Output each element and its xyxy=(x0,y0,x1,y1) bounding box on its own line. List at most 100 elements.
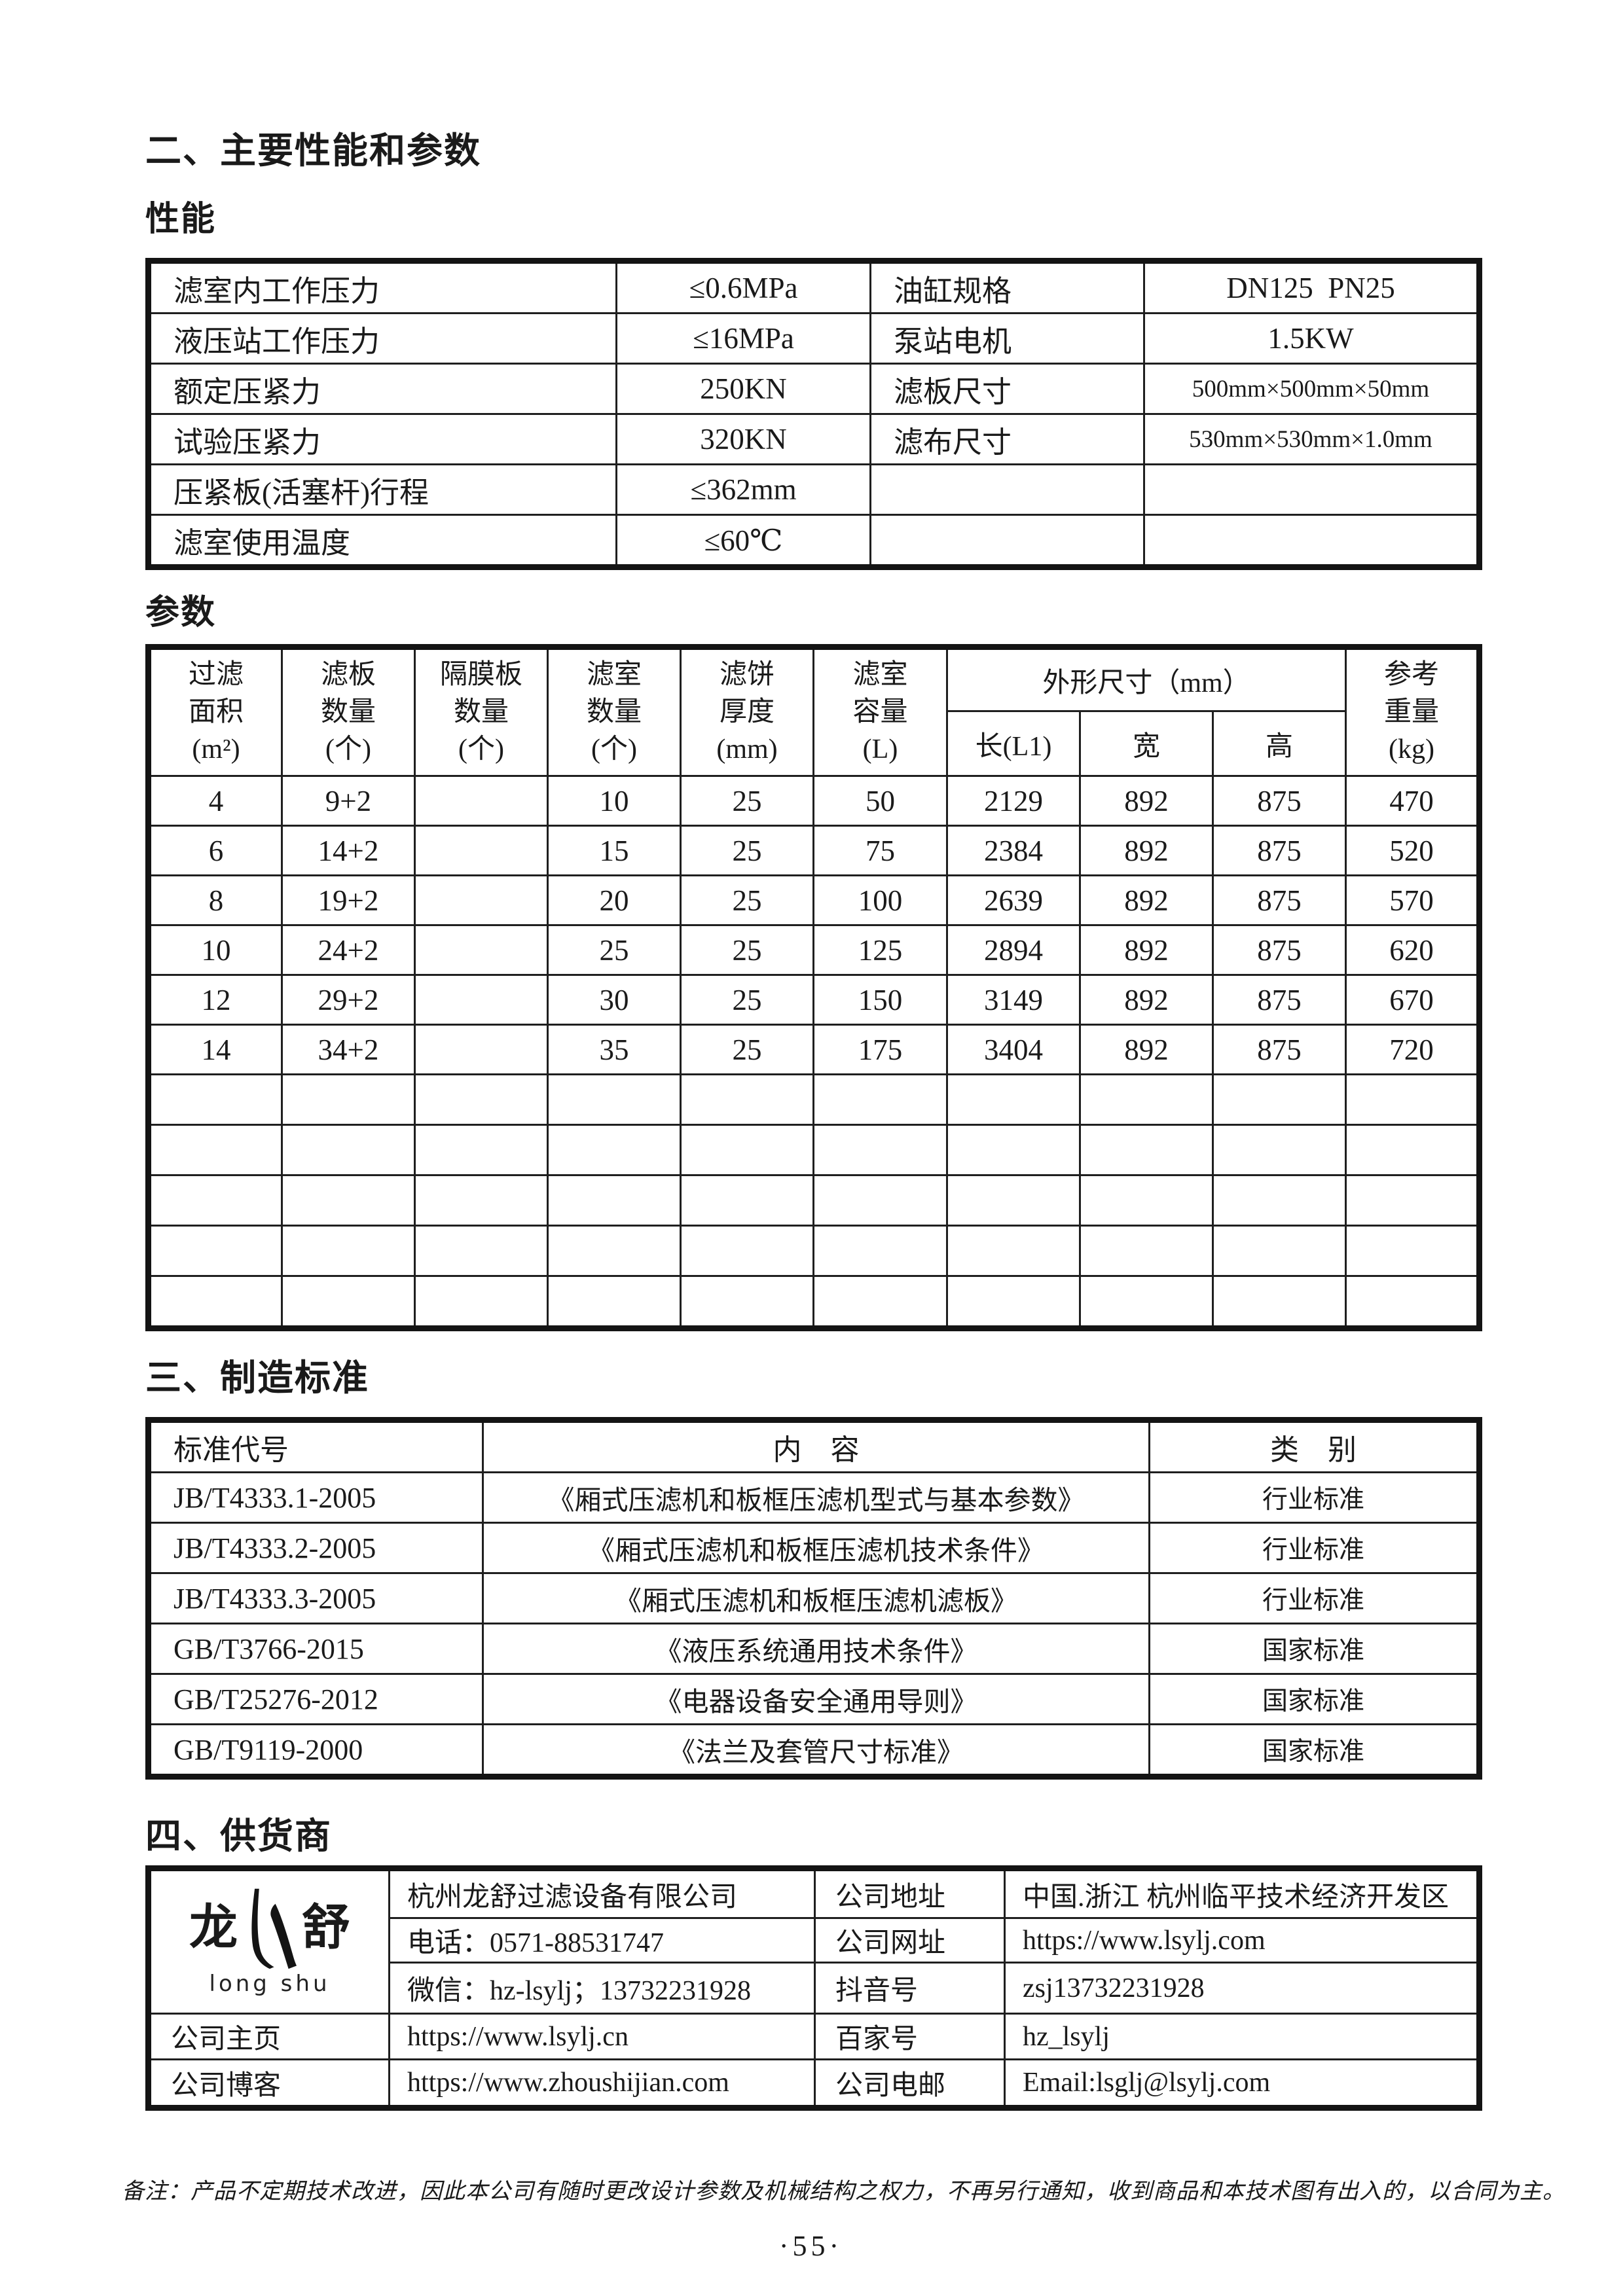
info-label: 公司网址 xyxy=(814,1917,1006,1964)
cell: 8 xyxy=(147,874,283,926)
spec-value-empty xyxy=(1143,463,1480,516)
cell: 35 xyxy=(547,1024,682,1075)
column-header: 滤板 数量 (个) xyxy=(281,646,416,777)
cell: 875 xyxy=(1211,974,1347,1026)
spec-value: 250KN xyxy=(615,363,871,415)
cell xyxy=(414,924,549,976)
standard-code: JB/T4333.2-2005 xyxy=(147,1522,484,1574)
table-row: 压紧板(活塞杆)行程 ≤362mm xyxy=(147,463,1480,516)
cell: 25 xyxy=(680,924,814,976)
section-title-main-performance: 二、主要性能和参数 xyxy=(145,131,482,171)
spec-label: 额定压紧力 xyxy=(147,363,617,415)
standard-code: JB/T4333.3-2005 xyxy=(147,1572,484,1624)
table-row: 4 9+2 10 25 50 2129 892 875 470 xyxy=(147,775,1481,827)
cell: 100 xyxy=(812,874,948,926)
cell xyxy=(414,874,549,926)
table-row: JB/T4333.1-2005 《厢式压滤机和板框压滤机型式与基本参数》 行业标… xyxy=(147,1471,1480,1524)
cell: 25 xyxy=(680,874,814,926)
standard-category: 国家标准 xyxy=(1148,1673,1480,1725)
cell: 50 xyxy=(812,775,948,827)
cell: 875 xyxy=(1211,1024,1347,1075)
cell: 520 xyxy=(1345,825,1481,876)
cell: 620 xyxy=(1345,924,1481,976)
cell: 125 xyxy=(812,924,948,976)
empty-row xyxy=(147,1124,1481,1176)
table-row: 公司主页 https://www.lsylj.cn 百家号 hz_lsylj xyxy=(147,2013,1480,2060)
cell: 175 xyxy=(812,1024,948,1075)
column-header: 滤室 容量 (L) xyxy=(812,646,948,777)
standard-category: 行业标准 xyxy=(1148,1471,1480,1524)
spec-label-empty xyxy=(869,463,1145,516)
table-row: 额定压紧力 250KN 滤板尺寸 500mm×500mm×50mm xyxy=(147,363,1480,415)
cell: 30 xyxy=(547,974,682,1026)
cell: 25 xyxy=(680,775,814,827)
info-label: 公司电邮 xyxy=(814,2058,1006,2109)
cell: 19+2 xyxy=(281,874,416,926)
spec-label: 滤室使用温度 xyxy=(147,514,617,568)
cell: 150 xyxy=(812,974,948,1026)
info-label: 百家号 xyxy=(814,2013,1006,2060)
table-row: 微信：hz-lsylj；13732231928 抖音号 zsj137322319… xyxy=(149,1962,1480,2015)
table-row: 电话：0571-88531747 公司网址 https://www.lsylj.… xyxy=(149,1917,1480,1964)
supplier-table: 龙 舒 long shu 杭州龙舒过滤设备有限公司 公司地址 中国.浙江 杭州临… xyxy=(145,1865,1482,2111)
info-value: https://www.lsylj.com xyxy=(1004,1917,1480,1964)
table-row: 龙 舒 long shu 杭州龙舒过滤设备有限公司 公司地址 中国.浙江 杭州临… xyxy=(147,1867,1480,2015)
company-phone: 电话：0571-88531747 xyxy=(388,1917,816,1964)
spec-value: 530mm×530mm×1.0mm xyxy=(1143,413,1480,465)
subsection-title-parameters: 参数 xyxy=(145,594,217,632)
cell: 20 xyxy=(547,874,682,926)
company-name: 杭州龙舒过滤设备有限公司 xyxy=(388,1867,816,1919)
standard-category: 行业标准 xyxy=(1148,1572,1480,1624)
cell: 25 xyxy=(680,825,814,876)
spec-value: 320KN xyxy=(615,413,871,465)
spec-label: 滤布尺寸 xyxy=(869,413,1145,465)
column-header: 参考 重量 (kg) xyxy=(1345,646,1481,777)
cell: 25 xyxy=(547,924,682,976)
cell: 24+2 xyxy=(281,924,416,976)
logo-char-shu: 舒 xyxy=(302,1901,350,1955)
table-row: GB/T3766-2015 《液压系统通用技术条件》 国家标准 xyxy=(147,1623,1480,1675)
table-row: 滤室使用温度 ≤60℃ xyxy=(147,514,1480,568)
standard-content: 《厢式压滤机和板框压滤机型式与基本参数》 xyxy=(482,1471,1150,1524)
cell: 75 xyxy=(812,825,948,876)
spec-label: 滤室内工作压力 xyxy=(147,260,617,314)
remark-note: 备注：产品不定期技术改进，因此本公司有随时更改设计参数及机械结构之权力，不再另行… xyxy=(122,2179,1565,2204)
column-header: 滤饼 厚度 (mm) xyxy=(680,646,814,777)
table-row: 12 29+2 30 25 150 3149 892 875 670 xyxy=(147,974,1481,1026)
info-value: Email:lsglj@lsylj.com xyxy=(1004,2058,1480,2109)
cell: 875 xyxy=(1211,924,1347,976)
info-label: 公司地址 xyxy=(814,1867,1006,1919)
column-header: 滤室 数量 (个) xyxy=(547,646,682,777)
table-row: GB/T9119-2000 《法兰及套管尺寸标准》 国家标准 xyxy=(147,1723,1480,1778)
cell: 670 xyxy=(1345,974,1481,1026)
spec-value: DN125 PN25 xyxy=(1143,260,1480,314)
standard-content: 《厢式压滤机和板框压滤机滤板》 xyxy=(482,1572,1150,1624)
table-row: 8 19+2 20 25 100 2639 892 875 570 xyxy=(147,874,1481,926)
column-header: 过滤 面积 (m²) xyxy=(147,646,283,777)
cell: 34+2 xyxy=(281,1024,416,1075)
header-row: 标准代号 内 容 类 别 xyxy=(147,1419,1480,1473)
parameters-table: 过滤 面积 (m²) 滤板 数量 (个) 隔膜板 数量 (个) 滤室 数量 (个… xyxy=(145,644,1483,1331)
cell: 3404 xyxy=(946,1024,1081,1075)
section-title-standards: 三、制造标准 xyxy=(145,1358,370,1398)
table-row: 试验压紧力 320KN 滤布尺寸 530mm×530mm×1.0mm xyxy=(147,413,1480,465)
cell: 2894 xyxy=(946,924,1081,976)
table-row: JB/T4333.3-2005 《厢式压滤机和板框压滤机滤板》 行业标准 xyxy=(147,1572,1480,1624)
info-value: hz_lsylj xyxy=(1004,2013,1480,2060)
cell: 2639 xyxy=(946,874,1081,926)
empty-row xyxy=(147,1073,1481,1126)
cell: 570 xyxy=(1345,874,1481,926)
info-label: 公司主页 xyxy=(147,2013,390,2060)
cell xyxy=(414,1024,549,1075)
header-row: 过滤 面积 (m²) 滤板 数量 (个) 隔膜板 数量 (个) 滤室 数量 (个… xyxy=(147,646,1481,777)
standard-category: 国家标准 xyxy=(1148,1723,1480,1778)
info-label: 抖音号 xyxy=(814,1962,1006,2015)
standard-content: 《厢式压滤机和板框压滤机技术条件》 xyxy=(482,1522,1150,1574)
cell: 12 xyxy=(147,974,283,1026)
standard-code: JB/T4333.1-2005 xyxy=(147,1471,484,1524)
spec-label: 液压站工作压力 xyxy=(147,312,617,365)
cell: 10 xyxy=(147,924,283,976)
spec-label: 泵站电机 xyxy=(869,312,1145,365)
table-row: 液压站工作压力 ≤16MPa 泵站电机 1.5KW xyxy=(147,312,1480,365)
standard-code: GB/T9119-2000 xyxy=(147,1723,484,1778)
